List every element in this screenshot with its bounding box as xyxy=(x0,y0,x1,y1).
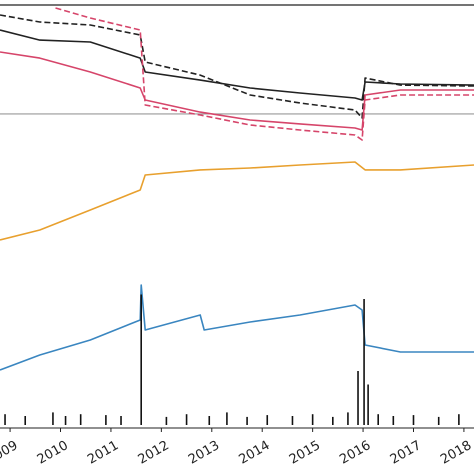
spike-bar xyxy=(52,412,54,425)
x-tick-label: 2009 xyxy=(0,438,20,468)
x-tick-label: 2017 xyxy=(388,438,424,468)
x-tick-label: 2016 xyxy=(337,438,373,468)
x-tick-label: 2012 xyxy=(136,438,172,468)
x-tick-label: 2013 xyxy=(186,438,222,468)
x-tick-label: 2015 xyxy=(287,438,323,468)
spike-bar xyxy=(64,416,67,425)
x-tick-label: 2018 xyxy=(438,438,474,468)
series-line xyxy=(55,7,474,141)
spike-bar xyxy=(79,414,82,425)
spike-bar xyxy=(140,294,142,425)
spike-bar xyxy=(208,416,211,425)
spike-bar xyxy=(165,416,168,425)
series-line xyxy=(0,161,474,241)
spike-bar xyxy=(24,416,27,425)
x-tick-label: 2010 xyxy=(35,438,71,468)
spike-bar xyxy=(412,415,415,425)
spike-bar xyxy=(367,384,369,425)
spike-bar xyxy=(105,415,107,425)
spike-bar xyxy=(437,416,440,425)
x-tick-label: 2014 xyxy=(236,438,272,468)
spike-bar xyxy=(246,416,248,425)
spike-bar xyxy=(363,299,365,425)
spike-bar xyxy=(120,416,122,425)
series-line xyxy=(0,51,474,131)
series-line xyxy=(0,14,474,119)
spike-bar xyxy=(392,416,395,425)
spike-bar xyxy=(357,371,359,425)
spike-bar xyxy=(377,414,379,425)
spike-bar xyxy=(332,416,334,425)
x-tick-label: 2011 xyxy=(85,438,121,468)
spike-bar xyxy=(226,412,228,425)
spike-bar xyxy=(4,414,6,425)
spike-bar xyxy=(347,412,349,425)
spike-bar xyxy=(266,415,269,425)
spike-bar xyxy=(458,414,460,425)
spike-bar xyxy=(311,414,314,425)
spike-bar xyxy=(185,414,188,425)
series-line xyxy=(0,284,474,371)
spike-bar xyxy=(291,416,294,425)
